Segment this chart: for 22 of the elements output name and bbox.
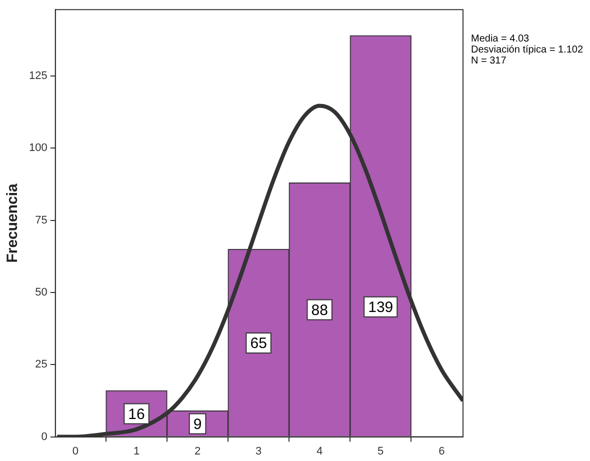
y-tick-label: 125: [28, 70, 48, 82]
data-label: 139: [368, 299, 394, 316]
y-tick-label: 100: [28, 142, 48, 154]
y-tick-label: 25: [35, 358, 48, 371]
x-tick-label: 5: [378, 445, 384, 458]
x-tick-label: 1: [133, 445, 140, 458]
x-tick-label: 4: [316, 445, 323, 458]
data-label: 88: [311, 302, 328, 319]
x-tick-label: 6: [438, 445, 445, 458]
x-tick-label: 0: [72, 445, 79, 458]
data-label: 9: [193, 416, 202, 433]
y-tick-label: 0: [41, 430, 48, 443]
data-label: 65: [250, 335, 267, 352]
text: Desviación típica = 1.102: [471, 44, 584, 56]
data-label: 16: [128, 406, 145, 423]
text: N = 317: [471, 55, 507, 66]
x-tick-label: 2: [194, 445, 201, 458]
y-tick-label: 50: [35, 286, 48, 299]
x-tick-label: 3: [256, 445, 262, 458]
y-tick-label: 75: [35, 214, 48, 226]
text: Media = 4.03: [471, 33, 530, 44]
y-axis-title: Frecuencia: [4, 182, 22, 263]
